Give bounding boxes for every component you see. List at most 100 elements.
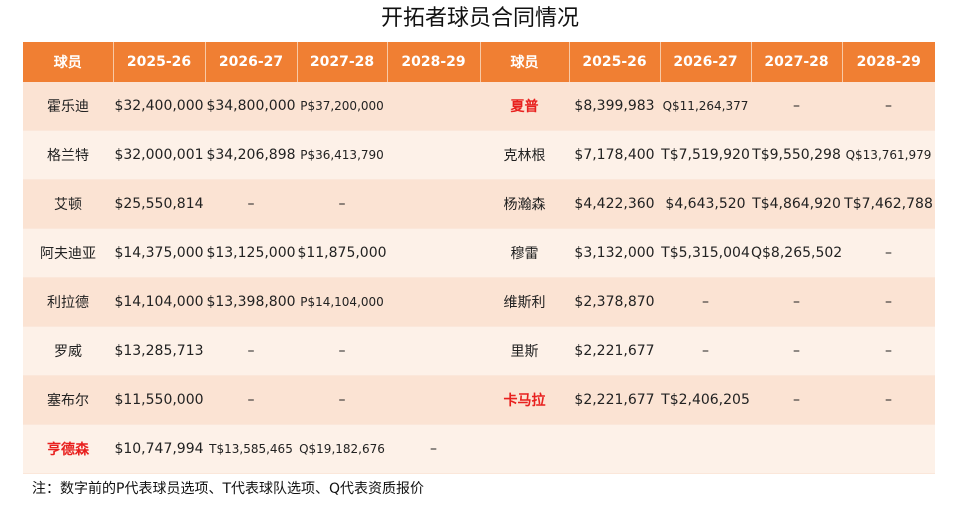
salary-cell: T$13,585,465 [205, 424, 297, 474]
salary-cell [387, 375, 480, 425]
salary-cell: – [205, 375, 297, 425]
salary-cell: – [205, 326, 297, 376]
salary-cell [387, 277, 480, 327]
salary-cell: $10,747,994 [113, 424, 205, 474]
salary-cell: – [751, 82, 842, 131]
player-name-cell: 克林根 [480, 130, 569, 180]
table-row: 阿夫迪亚 $14,375,000 $13,125,000 $11,875,000 穆雷 $… [23, 228, 935, 278]
salary-cell: Q$8,265,502 [751, 228, 842, 278]
salary-cell: – [842, 326, 935, 376]
contracts-table: 球员 2025-26 2026-27 2027-28 2028-29 球员 20… [23, 42, 935, 474]
salary-cell: – [842, 277, 935, 327]
salary-cell: Q$13,761,979 [842, 130, 935, 180]
salary-cell: $7,178,400 [569, 130, 660, 180]
column-header: 球员 [480, 42, 570, 82]
table-row: 艾顿 $25,550,814– – 杨瀚森 $4,422,360 $4,643,520 T$… [23, 179, 935, 229]
player-name-cell: 格兰特 [23, 130, 113, 180]
salary-cell: Q$11,264,377 [660, 82, 751, 131]
column-header: 2025-26 [569, 42, 661, 82]
column-header: 2028-29 [387, 42, 481, 82]
salary-cell: – [842, 228, 935, 278]
salary-cell: T$7,519,920 [660, 130, 751, 180]
column-header: 2027-28 [297, 42, 388, 82]
salary-cell: $34,800,000 [205, 82, 297, 131]
salary-cell [660, 424, 751, 474]
table-row: 罗威 $13,285,713– – 里斯 $2,221,677– – – [23, 326, 935, 376]
salary-cell: – [842, 82, 935, 131]
salary-cell: – [660, 326, 751, 376]
salary-cell: $2,221,677 [569, 375, 660, 425]
salary-cell: $34,206,898 [205, 130, 297, 180]
salary-cell: $13,125,000 [205, 228, 297, 278]
salary-cell: P$14,104,000 [297, 277, 387, 327]
salary-cell: P$36,413,790 [297, 130, 387, 180]
salary-cell [387, 179, 480, 229]
table-row: 格兰特 $32,000,001 $34,206,898 P$36,413,790 克林根… [23, 130, 935, 180]
salary-cell [569, 424, 660, 474]
salary-cell [842, 424, 935, 474]
table-row: 塞布尔 $11,550,000– – 卡马拉 $2,221,677 T$2,406,205… [23, 375, 935, 425]
salary-cell: $14,104,000 [113, 277, 205, 327]
salary-cell: $11,875,000 [297, 228, 387, 278]
salary-cell: T$2,406,205 [660, 375, 751, 425]
salary-cell: P$37,200,000 [297, 82, 387, 131]
salary-cell: $2,378,870 [569, 277, 660, 327]
player-name-cell: 夏普 [480, 82, 569, 131]
salary-cell: T$9,550,298 [751, 130, 842, 180]
page-title: 开拓者球员合同情况 [380, 6, 579, 31]
salary-cell: – [205, 179, 297, 229]
salary-cell: – [297, 326, 387, 376]
salary-cell: – [297, 179, 387, 229]
salary-cell: $2,221,677 [569, 326, 660, 376]
player-name-cell: 霍乐迪 [23, 82, 113, 131]
column-header: 球员 [23, 42, 114, 82]
salary-cell [387, 326, 480, 376]
salary-cell: – [660, 277, 751, 327]
salary-cell: – [751, 277, 842, 327]
salary-cell: $25,550,814 [113, 179, 205, 229]
salary-cell: T$5,315,004 [660, 228, 751, 278]
salary-cell: T$4,864,920 [751, 179, 842, 229]
salary-cell [387, 82, 480, 131]
salary-cell: – [387, 424, 480, 474]
salary-cell: $4,643,520 [660, 179, 751, 229]
salary-cell: $8,399,983 [569, 82, 660, 131]
column-header: 2026-27 [205, 42, 298, 82]
player-name-cell: 卡马拉 [480, 375, 569, 425]
footnote: 注：数字前的P代表球员选项、T代表球队选项、Q代表资质报价 [32, 481, 425, 497]
salary-cell: $32,400,000 [113, 82, 205, 131]
player-name-cell: 罗威 [23, 326, 113, 376]
salary-cell [387, 130, 480, 180]
salary-cell [751, 424, 842, 474]
player-name-cell: 塞布尔 [23, 375, 113, 425]
table-row: 利拉德 $14,104,000 $13,398,800 P$14,104,000 维斯利… [23, 277, 935, 327]
player-name-cell [480, 424, 569, 474]
column-header: 2026-27 [660, 42, 752, 82]
salary-cell: – [842, 375, 935, 425]
salary-cell: $13,285,713 [113, 326, 205, 376]
salary-cell: $4,422,360 [569, 179, 660, 229]
player-name-cell: 阿夫迪亚 [23, 228, 113, 278]
salary-cell: $14,375,000 [113, 228, 205, 278]
salary-cell: T$7,462,788 [842, 179, 935, 229]
column-header: 2027-28 [751, 42, 843, 82]
table-row: 亨德森 $10,747,994 T$13,585,465 Q$19,182,676– [23, 424, 935, 474]
player-name-cell: 穆雷 [480, 228, 569, 278]
salary-cell: $32,000,001 [113, 130, 205, 180]
salary-cell: Q$19,182,676 [297, 424, 387, 474]
salary-cell: $3,132,000 [569, 228, 660, 278]
player-name-cell: 杨瀚森 [480, 179, 569, 229]
table-header-row: 球员 2025-26 2026-27 2027-28 2028-29 球员 20… [23, 42, 935, 82]
player-name-cell: 亨德森 [23, 424, 113, 474]
salary-cell: – [297, 375, 387, 425]
player-name-cell: 利拉德 [23, 277, 113, 327]
column-header: 2025-26 [113, 42, 206, 82]
salary-cell: – [751, 326, 842, 376]
column-header: 2028-29 [842, 42, 935, 82]
salary-cell: $13,398,800 [205, 277, 297, 327]
salary-cell [387, 228, 480, 278]
table-row: 霍乐迪 $32,400,000 $34,800,000 P$37,200,000 夏普 $… [23, 82, 935, 131]
player-name-cell: 里斯 [480, 326, 569, 376]
salary-cell: – [751, 375, 842, 425]
salary-cell: $11,550,000 [113, 375, 205, 425]
